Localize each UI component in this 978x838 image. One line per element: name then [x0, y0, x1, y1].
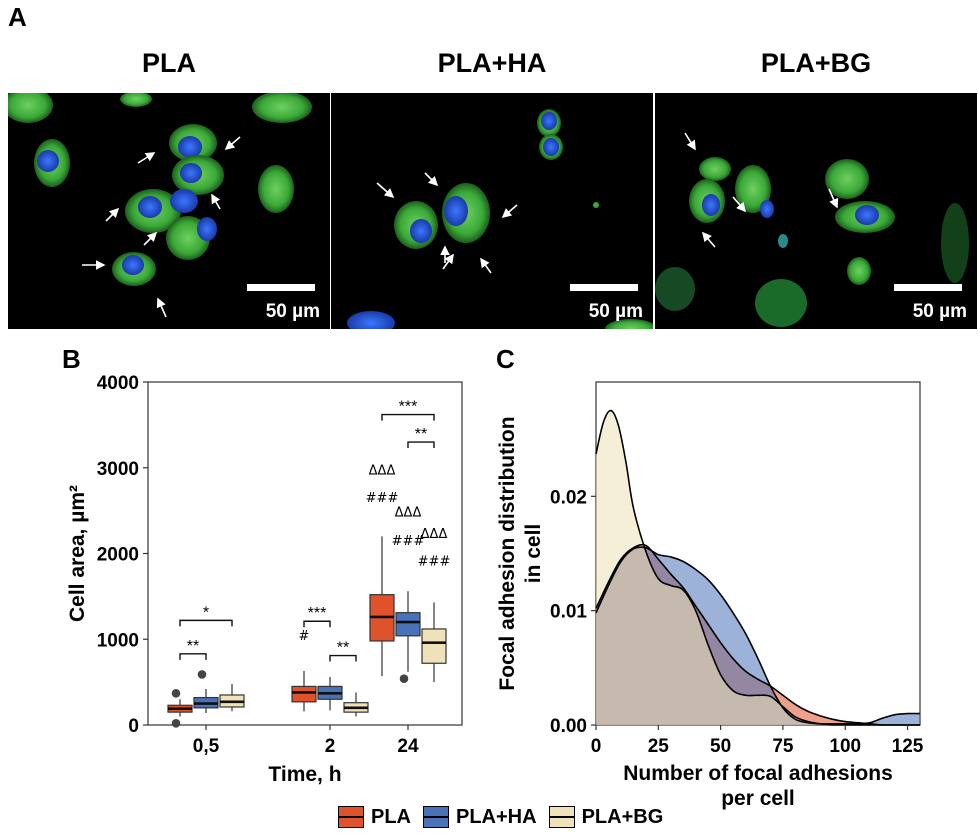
significance-bracket — [407, 441, 435, 449]
x-tick-label: 75 — [772, 736, 794, 757]
box — [167, 704, 193, 713]
annotation-label: ΔΔΔ — [395, 506, 422, 521]
panel-label-c: C — [496, 344, 515, 374]
y-tick-label: 0.00 — [550, 716, 587, 737]
significance-label: ** — [415, 426, 427, 443]
box — [369, 594, 395, 642]
significance-bracket — [381, 413, 435, 421]
micrograph-pla-bg: 50 µm — [655, 93, 977, 329]
x-tick-label: 0,5 — [193, 736, 220, 757]
micrograph-pla-image — [8, 93, 312, 318]
outlier-point — [171, 718, 181, 728]
scale-bar — [570, 284, 638, 291]
legend-swatch-pla-bg — [548, 806, 575, 828]
annotation-label: ΔΔΔ — [369, 464, 396, 479]
scale-bar — [894, 284, 962, 291]
significance-label: *** — [399, 399, 418, 416]
significance-bracket — [179, 653, 207, 660]
box — [193, 696, 219, 709]
x-tick-label: 125 — [892, 736, 924, 757]
annotation-label: ### — [418, 555, 451, 570]
density-area — [596, 410, 920, 725]
legend-item-pla: PLA — [338, 806, 411, 829]
scale-bar-label: 50 µm — [588, 301, 643, 322]
x-axis-label-line: per cell — [721, 787, 795, 810]
y-tick-label: 2000 — [97, 545, 139, 566]
micrograph-pla: 50 µm — [8, 93, 330, 329]
x-tick-label: 0 — [591, 736, 602, 757]
legend: PLA PLA+HA PLA+BG — [338, 800, 675, 834]
box — [395, 612, 421, 637]
y-tick-label: 3000 — [97, 459, 139, 480]
legend-swatch-pla — [338, 806, 364, 828]
significance-label: *** — [308, 605, 327, 622]
panel-label-b: B — [62, 344, 81, 374]
outlier-point — [399, 674, 409, 683]
legend-label-pla-ha: PLA+HA — [456, 805, 537, 828]
y-axis-label-line: Focal adhesion distribution — [496, 416, 519, 690]
x-tick-label: 25 — [648, 736, 670, 757]
scale-bar-label: 50 µm — [265, 301, 320, 322]
density-line — [595, 546, 921, 725]
panel-label-a: A — [8, 2, 27, 32]
legend-item-pla-ha: PLA+HA — [423, 806, 537, 829]
y-tick-label: 0.02 — [550, 487, 587, 508]
x-axis-label-line: Number of focal adhesions — [623, 762, 893, 785]
y-tick-label: 1000 — [97, 630, 139, 651]
outlier-point — [171, 688, 181, 698]
significance-label: * — [203, 604, 209, 621]
plot-area — [147, 381, 463, 726]
outlier-point — [197, 670, 207, 679]
legend-swatch-pla-ha — [423, 806, 449, 828]
box — [291, 685, 317, 703]
plot-area — [595, 381, 921, 726]
annotation-label: ### — [392, 534, 425, 549]
legend-item-pla-bg: PLA+BG — [548, 805, 664, 829]
annotation-label: ΔΔΔ — [421, 527, 448, 542]
legend-label-pla: PLA — [371, 805, 411, 828]
significance-label: ** — [337, 640, 349, 657]
density-line — [595, 409, 920, 726]
x-tick-label: 24 — [397, 736, 419, 757]
box — [421, 628, 447, 664]
legend-label-pla-bg: PLA+BG — [581, 805, 664, 828]
density-area — [596, 547, 920, 725]
x-tick-label: 2 — [325, 736, 336, 757]
significance-bracket — [303, 620, 331, 628]
box — [219, 694, 245, 708]
significance-label: ** — [187, 638, 199, 655]
density-line — [595, 543, 920, 726]
y-axis-label: Focal adhesion distribution in cell — [496, 416, 545, 690]
x-tick-label: 50 — [710, 736, 731, 757]
micrograph-pla-ha: 50 µm — [331, 93, 653, 329]
significance-bracket — [179, 619, 233, 627]
y-tick-label: 0.01 — [550, 602, 587, 623]
box — [317, 685, 343, 700]
x-axis-label: Time, h — [268, 763, 341, 786]
y-axis-label: Cell area, µm² — [66, 485, 89, 622]
annotation-label: ### — [366, 491, 399, 506]
y-tick-label: 4000 — [97, 373, 139, 394]
density-area — [596, 544, 920, 725]
micrograph-title-pla-bg: PLA+BG — [760, 48, 872, 78]
micrograph-title-pla: PLA — [142, 48, 196, 78]
micrograph-pla-ha-image — [347, 109, 653, 329]
annotation-label: # — [299, 629, 310, 644]
micrograph-title-pla-ha: PLA+HA — [437, 48, 547, 78]
scale-bar — [247, 284, 315, 291]
micrograph-pla-bg-image — [655, 132, 969, 327]
y-tick-label: 0 — [128, 716, 139, 737]
scale-bar-label: 50 µm — [912, 301, 967, 322]
y-axis-label-line: in cell — [522, 524, 545, 584]
box — [343, 702, 369, 713]
x-tick-label: 100 — [829, 736, 861, 757]
significance-bracket — [329, 654, 357, 662]
